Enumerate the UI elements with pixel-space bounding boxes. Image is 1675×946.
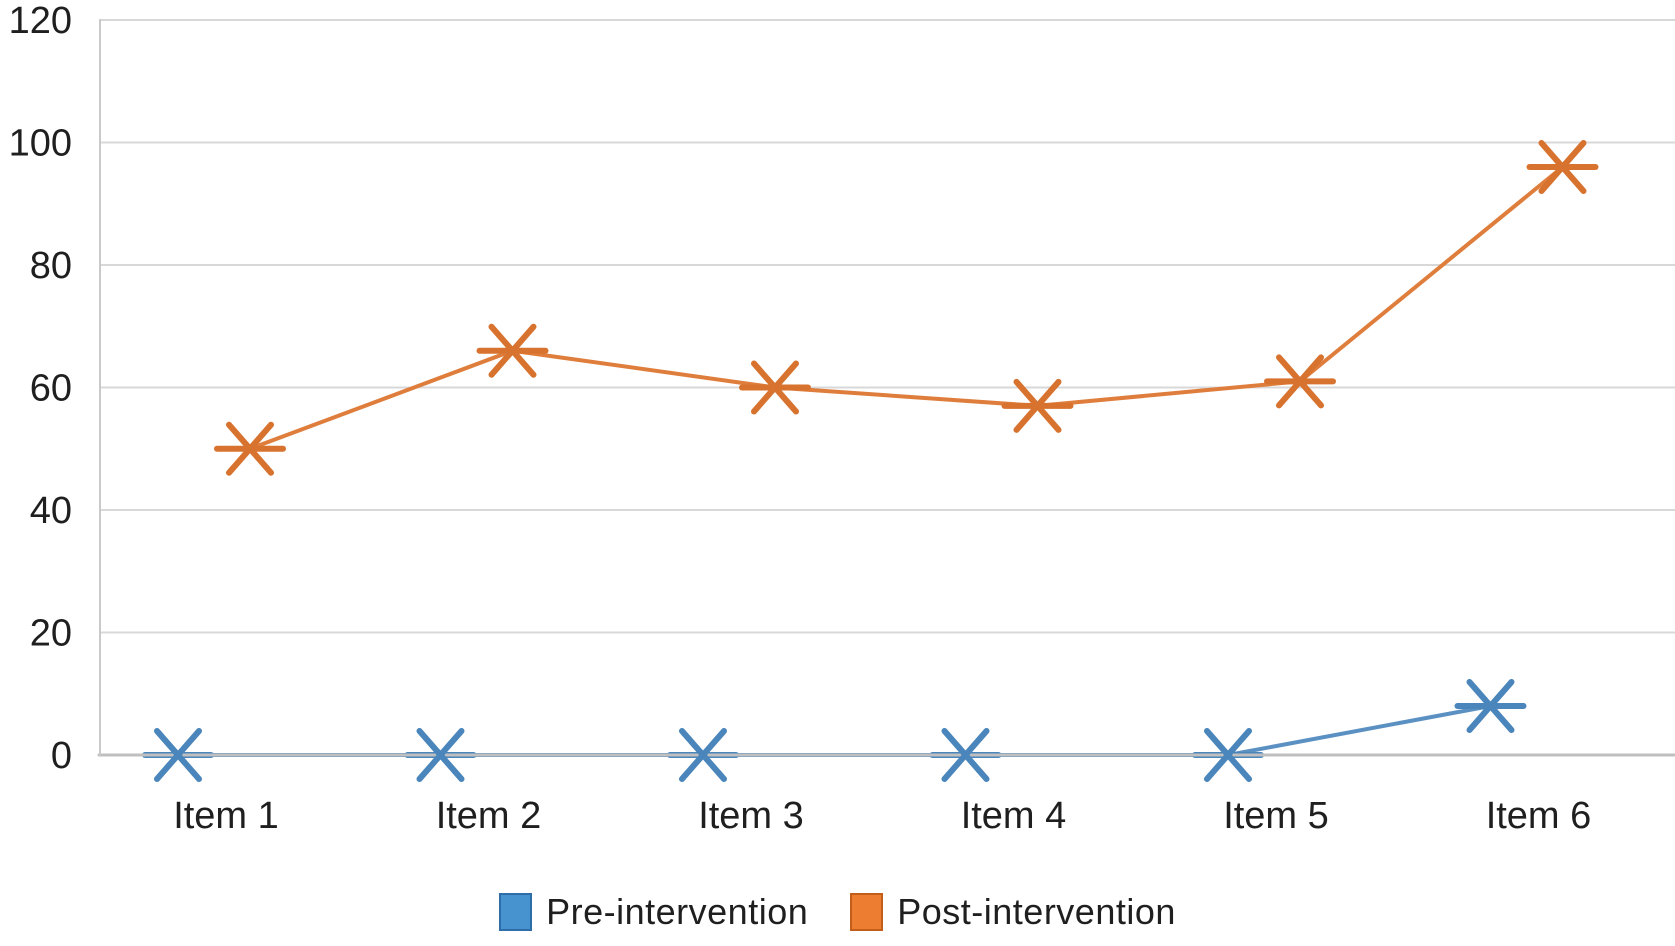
series-lines bbox=[178, 165, 1564, 757]
y-tick-label-120: 120 bbox=[9, 0, 72, 42]
y-tick-label-0: 0 bbox=[51, 735, 72, 777]
x-category-label-2: Item 2 bbox=[436, 795, 542, 837]
axes bbox=[97, 19, 1675, 757]
marker-cross-b-s1-p3 bbox=[1013, 378, 1062, 433]
marker-cross-b-s0-p3 bbox=[941, 728, 990, 782]
x-category-label-5: Item 5 bbox=[1223, 795, 1329, 837]
marker-cross-b-s0-p0 bbox=[154, 728, 202, 782]
marker-dashes bbox=[142, 164, 1599, 758]
gridlines bbox=[99, 19, 1675, 634]
y-tick-label-40: 40 bbox=[30, 490, 72, 532]
marker-cross-b-s0-p5 bbox=[1466, 679, 1515, 733]
legend-item-post-intervention: Post-intervention bbox=[850, 893, 1176, 931]
y-tick-label-100: 100 bbox=[9, 123, 72, 165]
y-tick-label-20: 20 bbox=[30, 613, 72, 655]
x-category-label-4: Item 4 bbox=[961, 795, 1067, 837]
marker-cross-b-s0-p4 bbox=[1204, 728, 1252, 782]
marker-cross-b-s1-p5 bbox=[1538, 140, 1587, 194]
marker-cross-b-s0-p1 bbox=[416, 728, 465, 782]
x-category-label-3: Item 3 bbox=[698, 795, 804, 837]
y-tick-label-80: 80 bbox=[30, 245, 72, 287]
legend: Pre-intervention Post-intervention bbox=[0, 893, 1675, 931]
marker-cross-b-s0-p2 bbox=[679, 728, 727, 782]
marker-crosses bbox=[154, 140, 1587, 782]
marker-cross-b-s1-p2 bbox=[751, 360, 799, 415]
x-category-label-6: Item 6 bbox=[1486, 795, 1592, 837]
marker-cross-b-s1-p0 bbox=[226, 421, 274, 476]
legend-swatch-post-intervention bbox=[850, 893, 884, 931]
legend-label-post-intervention: Post-intervention bbox=[897, 891, 1176, 932]
legend-label-pre-intervention: Pre-intervention bbox=[546, 891, 809, 932]
x-category-label-1: Item 1 bbox=[173, 795, 279, 837]
legend-item-pre-intervention: Pre-intervention bbox=[499, 893, 808, 931]
marker-cross-b-s1-p4 bbox=[1276, 354, 1324, 409]
series-line-pre-intervention bbox=[178, 704, 1491, 757]
y-tick-label-60: 60 bbox=[30, 368, 72, 410]
series-line-post-intervention bbox=[249, 165, 1564, 451]
axis-labels: 0 20 40 60 80 100 120 Item 1 Item 2 Item 3 Item 4 I… bbox=[9, 0, 1592, 837]
marker-cross-b-s1-p1 bbox=[488, 323, 537, 378]
legend-swatch-pre-intervention bbox=[499, 893, 533, 931]
